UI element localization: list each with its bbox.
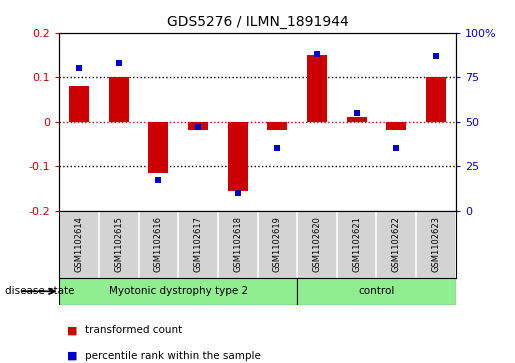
- Text: GSM1102618: GSM1102618: [233, 216, 242, 272]
- Bar: [347, 117, 367, 122]
- Text: GSM1102614: GSM1102614: [75, 216, 83, 272]
- Bar: [267, 122, 287, 131]
- Title: GDS5276 / ILMN_1891944: GDS5276 / ILMN_1891944: [167, 15, 348, 29]
- Bar: [59, 278, 297, 305]
- Text: GSM1102617: GSM1102617: [194, 216, 202, 272]
- Bar: [109, 77, 129, 122]
- Text: GSM1102622: GSM1102622: [392, 216, 401, 272]
- Text: GSM1102621: GSM1102621: [352, 216, 361, 272]
- Bar: [148, 122, 168, 173]
- Bar: [188, 122, 208, 131]
- Text: control: control: [358, 286, 394, 296]
- Text: GSM1102619: GSM1102619: [273, 216, 282, 272]
- Bar: [69, 86, 89, 122]
- Bar: [228, 122, 248, 191]
- Text: disease state: disease state: [5, 286, 75, 296]
- Text: ■: ■: [67, 351, 77, 361]
- Text: Myotonic dystrophy type 2: Myotonic dystrophy type 2: [109, 286, 248, 296]
- Text: GSM1102616: GSM1102616: [154, 216, 163, 272]
- Text: percentile rank within the sample: percentile rank within the sample: [85, 351, 261, 361]
- Bar: [297, 278, 456, 305]
- Bar: [426, 77, 446, 122]
- Text: GSM1102615: GSM1102615: [114, 216, 123, 272]
- Text: transformed count: transformed count: [85, 325, 182, 335]
- Text: ■: ■: [67, 325, 77, 335]
- Bar: [386, 122, 406, 131]
- Text: GSM1102620: GSM1102620: [313, 216, 321, 272]
- Text: GSM1102623: GSM1102623: [432, 216, 440, 272]
- Bar: [307, 55, 327, 122]
